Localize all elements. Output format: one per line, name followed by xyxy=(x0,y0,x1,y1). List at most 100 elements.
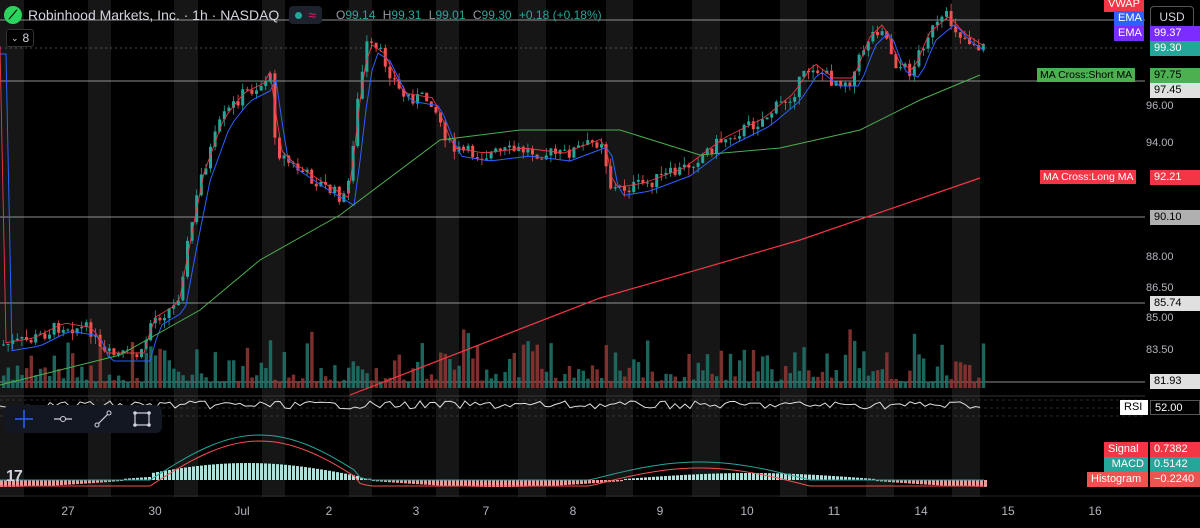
macd-histogram-bar xyxy=(688,474,691,480)
macd-histogram-bar xyxy=(704,473,707,480)
candle-body xyxy=(954,26,958,33)
candle-body xyxy=(374,42,378,49)
session-shade xyxy=(262,0,285,497)
candle-body xyxy=(669,167,672,173)
volume-bar xyxy=(710,373,714,388)
macd-histogram-bar xyxy=(60,480,63,486)
currency-selector[interactable]: USD xyxy=(1150,6,1194,28)
candle-body xyxy=(664,172,668,175)
volume-bar xyxy=(287,377,291,388)
candle-body xyxy=(107,348,111,352)
macd-histogram-bar xyxy=(224,463,227,480)
volume-bar xyxy=(963,364,967,388)
macd-histogram-bar xyxy=(20,480,23,487)
candle-body xyxy=(2,344,5,346)
horizontal-ray-tool-button[interactable] xyxy=(51,408,75,430)
macd-histogram-bar xyxy=(56,480,59,486)
rectangle-icon xyxy=(133,411,152,427)
macd-histogram-bar xyxy=(232,463,235,480)
macd-histogram-bar xyxy=(660,476,663,480)
volume-bar xyxy=(972,381,976,388)
macd-histogram-bar xyxy=(44,480,47,486)
volume-bar xyxy=(337,381,342,388)
candle-body xyxy=(655,174,659,188)
macd-histogram-bar xyxy=(560,480,563,486)
volume-bar xyxy=(839,381,843,388)
volume-bar xyxy=(406,381,411,388)
macd-histogram-bar xyxy=(360,478,363,480)
macd-histogram-bar xyxy=(800,474,803,480)
candle-body xyxy=(756,126,760,130)
volume-bar xyxy=(402,379,406,388)
volume-bar xyxy=(935,366,940,388)
session-shade xyxy=(436,0,459,497)
volume-bar xyxy=(112,380,116,388)
macd-histogram-bar xyxy=(340,472,343,480)
candle-body xyxy=(98,334,102,347)
macd-histogram-bar xyxy=(636,478,639,480)
macd-histogram-bar xyxy=(748,473,751,480)
candle-body xyxy=(949,11,953,27)
candle-body xyxy=(181,276,185,301)
volume-bar xyxy=(705,354,710,388)
macd-histogram-bar xyxy=(236,463,239,480)
macd-histogram-bar xyxy=(780,473,783,480)
market-status-button[interactable]: ≈ xyxy=(289,6,323,24)
macd-histogram-bar xyxy=(740,473,743,480)
candle-body xyxy=(738,136,741,139)
crosshair-tool-button[interactable] xyxy=(12,408,36,430)
macd-histogram-bar xyxy=(448,480,451,486)
session-shade xyxy=(349,0,372,497)
volume-bar xyxy=(204,377,208,388)
candle-body xyxy=(66,329,70,331)
candle-body xyxy=(765,117,769,120)
candle-body xyxy=(494,148,498,153)
volume-bar xyxy=(103,381,107,388)
macd-histogram-bar xyxy=(840,476,843,480)
candle-body xyxy=(590,140,594,143)
price-axis-label: 94.00 xyxy=(1146,137,1174,149)
volume-bar xyxy=(466,333,470,388)
volume-bar xyxy=(563,373,567,388)
macd-histogram-bar xyxy=(904,480,907,484)
candle-body xyxy=(48,334,51,339)
macd-histogram-bar xyxy=(984,480,987,487)
volume-bar xyxy=(411,368,415,388)
volume-bar xyxy=(347,367,351,388)
macd-histogram-bar xyxy=(932,480,935,485)
macd-histogram-bar xyxy=(8,480,11,487)
candle-body xyxy=(802,70,806,77)
volume-bar xyxy=(94,381,98,388)
volume-bar xyxy=(190,374,194,388)
candle-body xyxy=(112,348,116,355)
market-open-dot-icon xyxy=(295,11,303,19)
x-axis-label: 14 xyxy=(914,504,928,518)
volume-bar xyxy=(669,374,673,388)
candle-body xyxy=(641,179,645,184)
candle-body xyxy=(57,322,61,333)
symbol-title[interactable]: Robinhood Markets, Inc. · 1h · NASDAQ xyxy=(28,7,280,23)
macd-histogram-bar xyxy=(712,473,715,480)
macd-histogram-bar xyxy=(640,477,643,480)
macd-histogram-bar xyxy=(784,473,787,480)
macd-histogram-bar xyxy=(828,475,831,480)
candle-body xyxy=(406,94,410,97)
candle-body xyxy=(549,148,553,156)
volume-bar xyxy=(328,379,332,388)
macd-histogram-bar xyxy=(108,480,111,482)
macd-histogram-bar xyxy=(892,480,895,483)
candle-body xyxy=(259,85,263,91)
x-axis-label: 30 xyxy=(148,504,162,518)
rectangle-tool-button[interactable] xyxy=(130,408,154,430)
macd-histogram-bar xyxy=(832,475,835,480)
trend-line-tool-button[interactable] xyxy=(91,408,115,430)
macd-histogram-bar xyxy=(332,471,335,480)
candle-body xyxy=(135,354,139,357)
indicators-toggle[interactable]: ⌄ 8 xyxy=(6,29,35,47)
candle-body xyxy=(121,350,125,353)
volume-bar xyxy=(954,361,958,388)
macd-histogram-bar xyxy=(656,476,659,480)
candle-body xyxy=(724,139,728,143)
volume-bar xyxy=(641,377,645,388)
